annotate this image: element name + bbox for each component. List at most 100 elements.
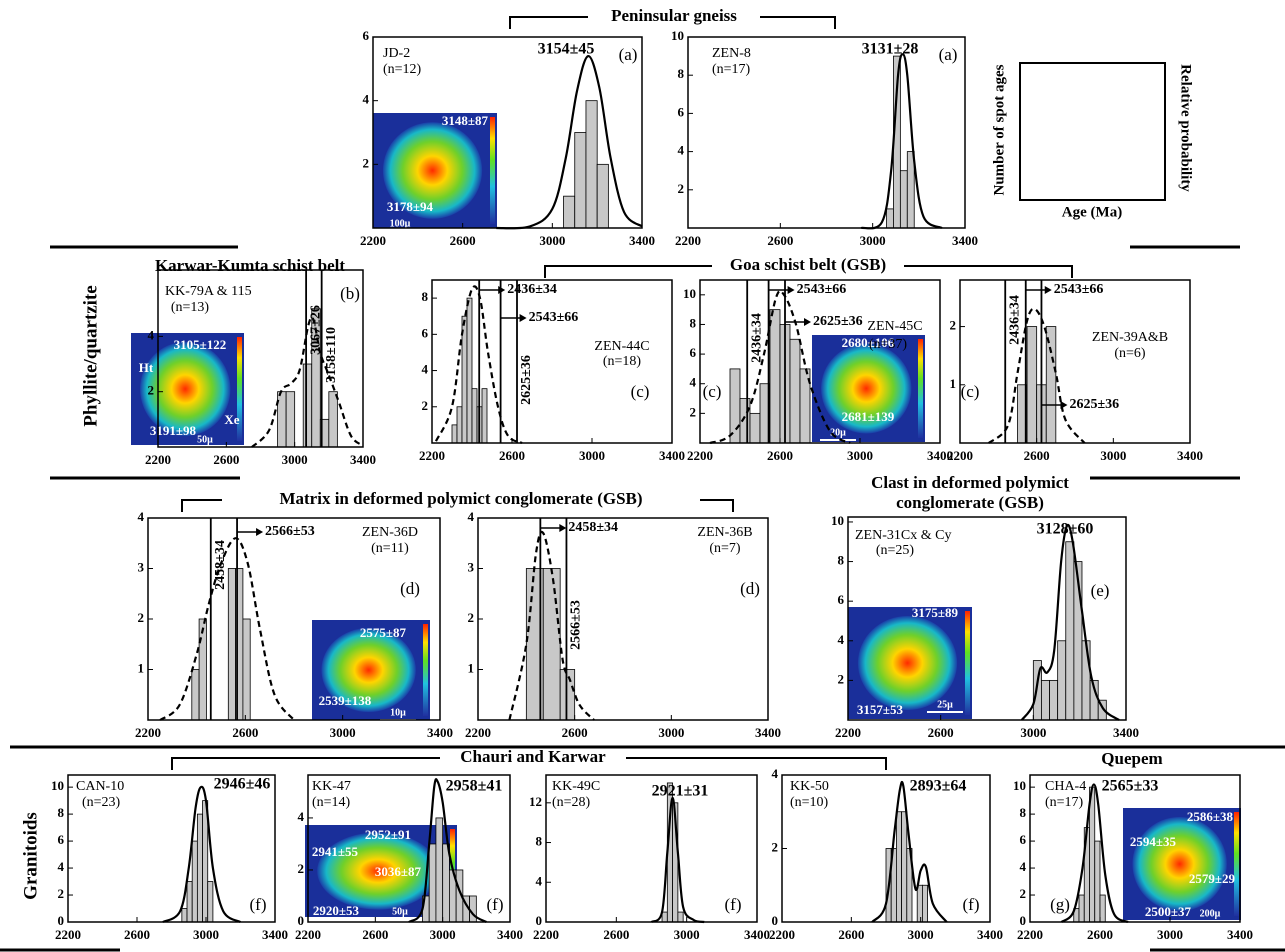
inset-scale: 100μ (390, 218, 411, 229)
sample-name: ZEN-8 (712, 46, 751, 61)
panel-letter: (e) (1091, 581, 1110, 600)
inset-colorbar (490, 117, 495, 224)
panel-letter: (c) (703, 382, 722, 401)
x-tick-label: 3400 (927, 448, 953, 463)
y-tick-label: 0 (1020, 913, 1027, 928)
bar (1089, 786, 1096, 923)
x-tick-label: 2200 (135, 725, 161, 740)
inset-scale: 10μ (390, 707, 406, 718)
row-label: Granitoids (20, 812, 41, 900)
y-tick-label: 2 (468, 610, 475, 625)
bar (1078, 894, 1085, 923)
marker-arrowhead (804, 318, 811, 326)
bar (563, 195, 576, 229)
y-tick-label: 2 (838, 671, 845, 686)
panel-letter: (d) (740, 579, 760, 598)
peak-age: 2921±31 (652, 783, 709, 800)
peak-age: 3131±28 (862, 41, 919, 58)
inset-label: 2594±35 (1130, 834, 1177, 849)
bar (1057, 640, 1067, 721)
sample-name: CAN-10 (76, 779, 124, 794)
x-tick-label: 3000 (430, 927, 456, 942)
probability-curve (251, 316, 364, 448)
inset-scale: 25μ (937, 699, 953, 710)
y-tick-label: 10 (683, 286, 696, 301)
panel-letter: (f) (725, 895, 742, 914)
x-tick-label: 2200 (1017, 927, 1043, 942)
bar (328, 391, 338, 448)
probability-curve (650, 796, 705, 924)
x-tick-label: 3400 (427, 725, 453, 740)
panel-letter: (c) (961, 382, 980, 401)
y-tick-label: 8 (536, 834, 543, 849)
y-tick-label: 6 (422, 325, 429, 340)
panel: 2680±106 2681±139 20μ 2 4 6 8 10 2200 2600 3000 340… (683, 279, 953, 463)
inset-label: 3157±53 (857, 702, 904, 717)
probability-curve (871, 780, 948, 923)
y-tick-label: 2 (363, 155, 370, 170)
marker-label: 2566±53 (265, 524, 315, 539)
x-tick-label: 2200 (947, 448, 973, 463)
inset-grain (321, 628, 416, 712)
y-tick-label: 1 (138, 660, 145, 675)
x-tick-label: 2600 (362, 927, 388, 942)
bar (1081, 640, 1091, 721)
y-tick-label: 10 (51, 778, 64, 793)
sample-count: (n=6) (1114, 346, 1146, 361)
bar (198, 618, 207, 721)
plot-frame (545, 774, 758, 923)
bar (191, 669, 200, 721)
inset-colorbar (423, 624, 428, 716)
x-tick-label: 3400 (497, 927, 523, 942)
y-tick-label: 10 (1013, 778, 1026, 793)
panel-letter: (f) (487, 895, 504, 914)
bar (1026, 326, 1038, 444)
x-tick-label: 3400 (952, 233, 978, 248)
bar (1065, 541, 1075, 721)
bar (585, 100, 598, 229)
legend-x-label: Age (Ma) (1062, 204, 1122, 220)
sample-name: ZEN-39A&B (1092, 330, 1168, 345)
plot-frame (431, 279, 673, 444)
x-tick-label: 3400 (744, 927, 770, 942)
y-tick-label: 10 (671, 28, 684, 43)
y-tick-label: 4 (298, 809, 305, 824)
inset-scale: 200μ (1200, 908, 1221, 919)
sample-name: ZEN-36D (362, 525, 418, 540)
sample-count: (n=18) (603, 354, 642, 369)
y-tick-label: 8 (58, 805, 65, 820)
panel: 1 2 3 4 2200 2600 3000 3400 2458±34 2566±53 ZEN-36… (465, 509, 781, 740)
sample-count: (n=13) (171, 300, 210, 315)
bar (729, 368, 741, 444)
panel: 3175±89 3157±53 25μ 2 4 6 8 10 2200 2600 3000 3400 Z… (831, 513, 1139, 740)
panel-letter: (g) (1050, 895, 1070, 914)
peak-age: 2958±41 (446, 778, 503, 795)
bar (901, 811, 908, 923)
marker-label: 2625±36 (519, 355, 534, 405)
y-tick-label: 0 (58, 913, 65, 928)
y-tick-label: 1 (468, 660, 475, 675)
marker-arrowhead (498, 286, 506, 294)
x-tick-label: 3000 (330, 725, 356, 740)
bar (661, 911, 668, 923)
plot-frame (1029, 774, 1241, 923)
bar (466, 297, 473, 444)
sample-name: KK-50 (790, 779, 829, 794)
legend-y-label: Number of spot ages (991, 64, 1007, 195)
inset-label: 2680±106 (842, 335, 895, 350)
sample-count: (n=12) (383, 62, 422, 77)
header: Chauri and Karwar (460, 747, 606, 766)
y-tick-label: 4 (536, 873, 543, 888)
inset-label: 2941±55 (312, 844, 359, 859)
bar (471, 388, 478, 444)
panel-letter: (f) (250, 895, 267, 914)
x-tick-label: 2600 (603, 927, 629, 942)
y-tick-label: 2 (138, 610, 145, 625)
marker-label: 2543±66 (797, 282, 847, 297)
probability-curve (508, 530, 595, 721)
panel: 2575±87 2539±138 10μ 1 2 3 4 2200 2600 3000 3400 24… (135, 509, 453, 740)
bar (302, 363, 313, 448)
legend-box (1019, 62, 1166, 201)
peak-age: 2946±46 (214, 776, 271, 793)
